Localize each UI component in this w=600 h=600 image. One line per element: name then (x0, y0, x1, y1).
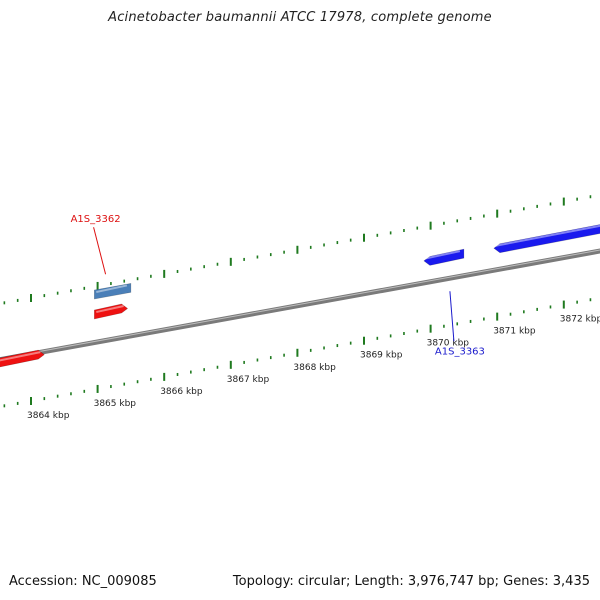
genome-summary-text: Topology: circular; Length: 3,976,747 bp… (232, 574, 590, 589)
scale-label: 3872 kbp (560, 315, 600, 325)
gene-gloss (96, 284, 128, 294)
scale-label: 3866 kbp (160, 387, 203, 397)
gene-gloss (495, 224, 600, 247)
gene-gloss (425, 250, 461, 260)
gene-track[interactable] (0, 223, 600, 368)
scale-label: 3868 kbp (293, 363, 336, 373)
scale-label: 3869 kbp (360, 351, 403, 361)
accession-text: Accession: NC_009085 (9, 574, 157, 589)
lower-tick-track (3, 298, 592, 408)
scale-label: 3867 kbp (227, 375, 270, 385)
gene-callout-line (449, 291, 455, 342)
gene-arrow[interactable] (0, 349, 45, 368)
gene-label: A1S_3362 (71, 214, 121, 225)
gene-callouts: A1S_3362 A1S_3363 (71, 214, 485, 357)
scale-label: 3864 kbp (27, 411, 70, 421)
gene-callout-line (93, 227, 107, 275)
gene-arrow[interactable] (493, 223, 600, 254)
gene-arrow[interactable] (94, 303, 129, 320)
backbone-highlight (0, 249, 600, 360)
genome-backbone (0, 248, 600, 363)
backbone-line (0, 248, 600, 363)
scale-label-track: 3864 kbp 3865 kbp 3866 kbp 3867 kbp 3868 kbp… (27, 315, 600, 421)
scale-label: 3871 kbp (493, 327, 536, 337)
gene-arrow[interactable] (94, 283, 132, 300)
scale-label: 3870 kbp (427, 339, 470, 349)
gene-label: A1S_3363 (435, 346, 485, 357)
scale-label: 3865 kbp (94, 399, 137, 409)
gene-gloss (96, 305, 124, 314)
map-title: Acinetobacter baumannii ATCC 17978, comp… (108, 10, 492, 25)
gene-gloss (0, 351, 41, 362)
upper-tick-track (3, 195, 592, 305)
gene-arrow[interactable] (423, 248, 465, 266)
